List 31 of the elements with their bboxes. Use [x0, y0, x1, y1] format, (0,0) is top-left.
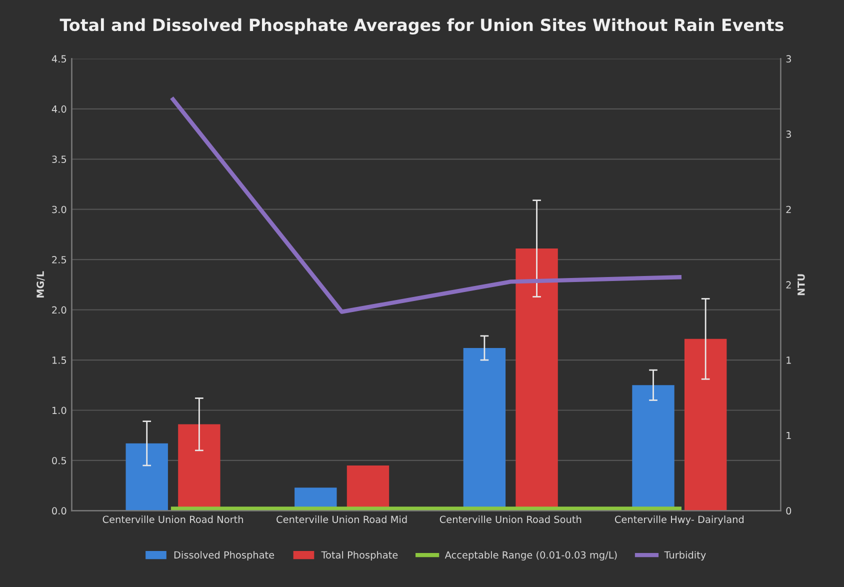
legend-label: Acceptable Range (0.01-0.03 mg/L): [444, 551, 617, 560]
y-tick-label: 0.0: [52, 507, 66, 515]
x-tick-label: Centerville Union Road South: [440, 516, 582, 524]
y2-axis-title: NTU: [798, 274, 805, 296]
legend-label: Total Phosphate: [321, 551, 398, 560]
x-tick-label: Centerville Union Road North: [102, 516, 243, 524]
y-tick-label: 2.0: [52, 306, 66, 314]
y-tick-label: 3.5: [52, 156, 66, 163]
y-tick-label: 1.0: [52, 406, 66, 414]
y2-tick-label: 1: [786, 432, 791, 440]
y-axis-title: MG/L: [36, 271, 45, 298]
y2-tick-label: 3: [786, 130, 791, 138]
bar: [126, 443, 168, 511]
y-tick-label: 4.0: [52, 105, 66, 113]
y2-tick-label: 2: [786, 281, 791, 288]
y-tick-label: 4.5: [52, 55, 66, 63]
y-tick-label: 3.0: [52, 206, 66, 214]
legend-label: Turbidity: [664, 551, 706, 560]
chart-title: Total and Dissolved Phosphate Averages for Union Sites Without Rain Events: [60, 18, 784, 35]
y2-tick-label: 1: [786, 356, 791, 364]
bar: [684, 338, 727, 511]
y-tick-label: 1.5: [52, 356, 66, 364]
line-series: [170, 97, 682, 314]
x-tick-label: Centerville Hwy- Dairyland: [614, 516, 744, 525]
y-tick-label: 0.5: [52, 456, 66, 464]
legend-label: Dissolved Phosphate: [174, 551, 274, 560]
y2-tick-label: 0: [786, 507, 792, 515]
x-tick-label: Centerville Union Road Mid: [276, 516, 407, 524]
y2-tick-label: 2: [786, 206, 791, 214]
y-tick-label: 2.5: [52, 256, 66, 264]
y2-tick-label: 3: [786, 55, 791, 63]
